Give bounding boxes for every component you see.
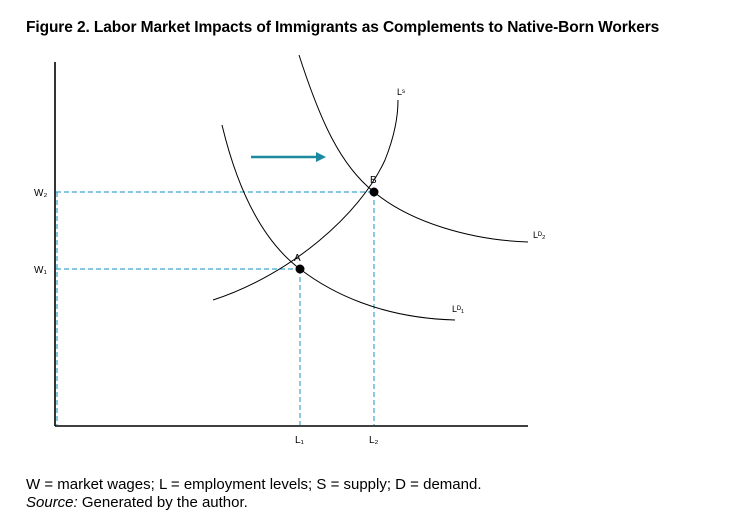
legend-note: W = market wages; L = employment levels;… bbox=[26, 476, 482, 493]
l2-label: L₂ bbox=[369, 435, 379, 446]
w2-label: W₂ bbox=[34, 188, 47, 199]
source-line: Source: Generated by the author. bbox=[26, 494, 248, 511]
w1-label: W₁ bbox=[34, 265, 47, 276]
point-a-dot bbox=[295, 264, 305, 274]
supply-curve bbox=[212, 99, 399, 301]
demand-curve-1 bbox=[221, 124, 456, 321]
demand-1-label: Lᴰ₁ bbox=[452, 304, 464, 314]
point-b-dot bbox=[369, 187, 379, 197]
demand-2-label: Lᴰ₂ bbox=[533, 230, 546, 240]
source-label: Source: bbox=[26, 494, 78, 511]
point-a-label: A bbox=[294, 253, 301, 264]
l1-label: L₁ bbox=[295, 435, 305, 446]
demand-curve-2 bbox=[298, 54, 529, 243]
source-text: Generated by the author. bbox=[77, 494, 248, 511]
shift-arrow-head bbox=[316, 152, 326, 162]
figure-title: Figure 2. Labor Market Impacts of Immigr… bbox=[26, 19, 660, 36]
supply-label: Lˢ bbox=[397, 87, 405, 97]
point-b-label: B bbox=[370, 175, 377, 186]
